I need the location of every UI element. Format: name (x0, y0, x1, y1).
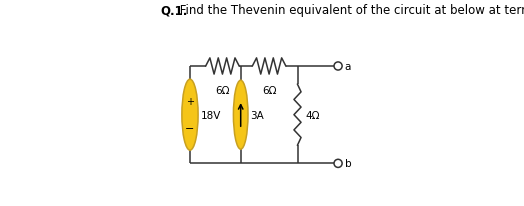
Text: Find the Thevenin equivalent of the circuit at below at terminals a-b.: Find the Thevenin equivalent of the circ… (176, 4, 524, 17)
Circle shape (334, 63, 342, 71)
Text: b: b (345, 159, 351, 169)
Text: 6Ω: 6Ω (215, 86, 230, 96)
Text: 3A: 3A (250, 110, 264, 120)
Ellipse shape (233, 81, 248, 149)
Text: +: + (186, 97, 194, 107)
Text: 18V: 18V (201, 110, 221, 120)
Text: −: − (185, 124, 195, 133)
Ellipse shape (182, 80, 198, 150)
Circle shape (334, 159, 342, 168)
Text: 4Ω: 4Ω (305, 110, 320, 120)
Text: 6Ω: 6Ω (262, 86, 276, 96)
Text: a: a (345, 62, 351, 72)
Text: Q.1.: Q.1. (160, 4, 188, 17)
